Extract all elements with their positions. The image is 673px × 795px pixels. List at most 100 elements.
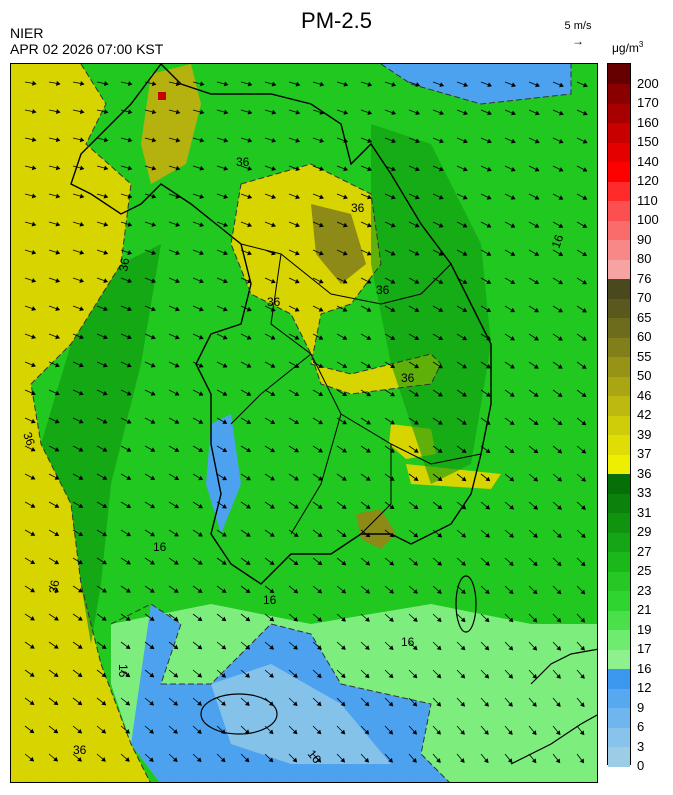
wind-arrow-head <box>149 588 155 593</box>
wind-arrow-head <box>222 447 228 453</box>
wind-arrow-head <box>414 335 420 340</box>
colorbar-cell <box>608 239 630 260</box>
wind-arrow-head <box>292 729 298 735</box>
wind-reference-label: 5 m/s <box>564 20 592 32</box>
wind-arrow-head <box>486 335 492 341</box>
colorbar-tick-label: 33 <box>637 485 652 500</box>
wind-arrow-head <box>532 673 537 679</box>
wind-arrow-head <box>29 756 35 762</box>
wind-arrow-head <box>102 503 108 508</box>
wind-arrow <box>49 781 50 782</box>
wind-arrow-head <box>247 194 253 199</box>
wind-arrow <box>289 781 290 782</box>
wind-arrow-head <box>316 757 322 763</box>
wind-arrow-head <box>532 561 538 567</box>
wind-arrow-head <box>198 447 204 452</box>
wind-arrow-head <box>343 194 348 200</box>
wind-arrow-head <box>436 645 442 651</box>
wind-arrow-head <box>508 589 514 595</box>
wind-arrow-head <box>388 757 393 763</box>
wind-arrow-head <box>318 447 323 453</box>
wind-arrow-head <box>341 532 347 538</box>
wind-arrow-head <box>556 645 562 651</box>
wind-arrow-head <box>175 109 181 115</box>
wind-arrow-head <box>485 476 491 482</box>
province-boundaries <box>230 243 482 535</box>
wind-arrow-head <box>271 166 277 171</box>
contour-labels: 36 36 36 36 36 36 36 36 36 16 16 16 16 1… <box>20 155 566 766</box>
wind-arrow-head <box>438 279 444 284</box>
wind-arrow-head <box>581 392 587 398</box>
wind-arrow-head <box>198 306 204 312</box>
wind-arrow-head <box>222 475 228 481</box>
wind-arrow-head <box>460 730 465 735</box>
wind-arrow-head <box>103 221 109 227</box>
wind-arrow-head <box>510 307 516 313</box>
wind-arrow-head <box>268 757 274 763</box>
wind-arrow-head <box>198 419 204 424</box>
wind-arrow-head <box>295 194 300 200</box>
colorbar-tick-label: 70 <box>637 290 652 305</box>
wind-arrow-head <box>318 307 324 312</box>
wind-arrow-head <box>439 82 445 87</box>
wind-arrow-head <box>77 616 83 621</box>
wind-arrow-head <box>245 560 251 565</box>
wind-arrow-head <box>173 588 179 593</box>
wind-arrow-head <box>556 561 562 567</box>
colorbar-cell <box>608 415 630 435</box>
wind-arrow-head <box>151 306 156 312</box>
wind-arrow-head <box>460 673 466 679</box>
wind-arrow-head <box>437 392 443 397</box>
wind-arrow-head <box>367 138 373 143</box>
wind-arrow-head <box>437 448 443 453</box>
wind-arrow-head <box>271 109 277 115</box>
colorbar-cell <box>608 337 630 357</box>
colorbar-cell <box>608 317 630 338</box>
wind-arrow-head <box>221 616 227 622</box>
wind-arrow-head <box>79 278 85 283</box>
colorbar-cell <box>608 707 630 728</box>
wind-arrow-head <box>414 279 420 284</box>
wind-arrow-head <box>150 334 156 340</box>
wind-arrow-head <box>271 137 277 143</box>
wind-arrow-head <box>581 364 587 369</box>
wind-arrow-head <box>270 391 276 396</box>
wind-arrow-head <box>293 476 299 481</box>
wind-arrow-head <box>318 250 324 256</box>
wind-arrow-head <box>31 108 37 114</box>
wind-arrow-head <box>78 419 84 424</box>
wind-arrow-head <box>127 109 133 115</box>
colorbar-tick-label: 17 <box>637 641 652 656</box>
wind-arrow-head <box>389 560 395 566</box>
wind-arrow-head <box>197 588 203 593</box>
wind-arrow-head <box>390 251 396 256</box>
wind-arrow-head <box>510 138 516 144</box>
wind-arrow-head <box>31 137 37 143</box>
wind-arrow-head <box>414 363 420 369</box>
wind-arrow-head <box>125 728 130 734</box>
colorbar-cell <box>608 298 630 318</box>
colorbar-tick-label: 60 <box>637 329 652 344</box>
wind-arrow-head <box>412 729 417 735</box>
wind-arrow-head <box>318 391 324 396</box>
colorbar-cell <box>608 376 630 396</box>
wind-arrow-head <box>389 476 395 481</box>
contour-label: 16 <box>549 232 567 250</box>
wind-arrow-head <box>245 644 251 650</box>
wind-arrow-head <box>246 335 252 340</box>
wind-arrow-head <box>174 503 180 509</box>
wind-arrow-head <box>246 278 252 284</box>
wind-arrow-head <box>437 476 443 482</box>
wind-arrow-head <box>54 503 60 508</box>
wind-arrow-head <box>557 448 563 454</box>
wind-arrow-head <box>245 504 251 509</box>
wind-arrow-head <box>221 701 226 706</box>
wind-arrow-head <box>412 673 418 679</box>
central-yellow-zone <box>231 164 441 394</box>
wind-arrow-head <box>558 251 564 256</box>
wind-arrow-head <box>367 166 372 172</box>
forecast-info: NIER APR 02 2026 07:00 KST <box>10 25 163 57</box>
wind-arrow-head <box>174 475 180 481</box>
wind-arrow-head <box>270 278 276 284</box>
wind-arrow-head <box>559 82 564 88</box>
